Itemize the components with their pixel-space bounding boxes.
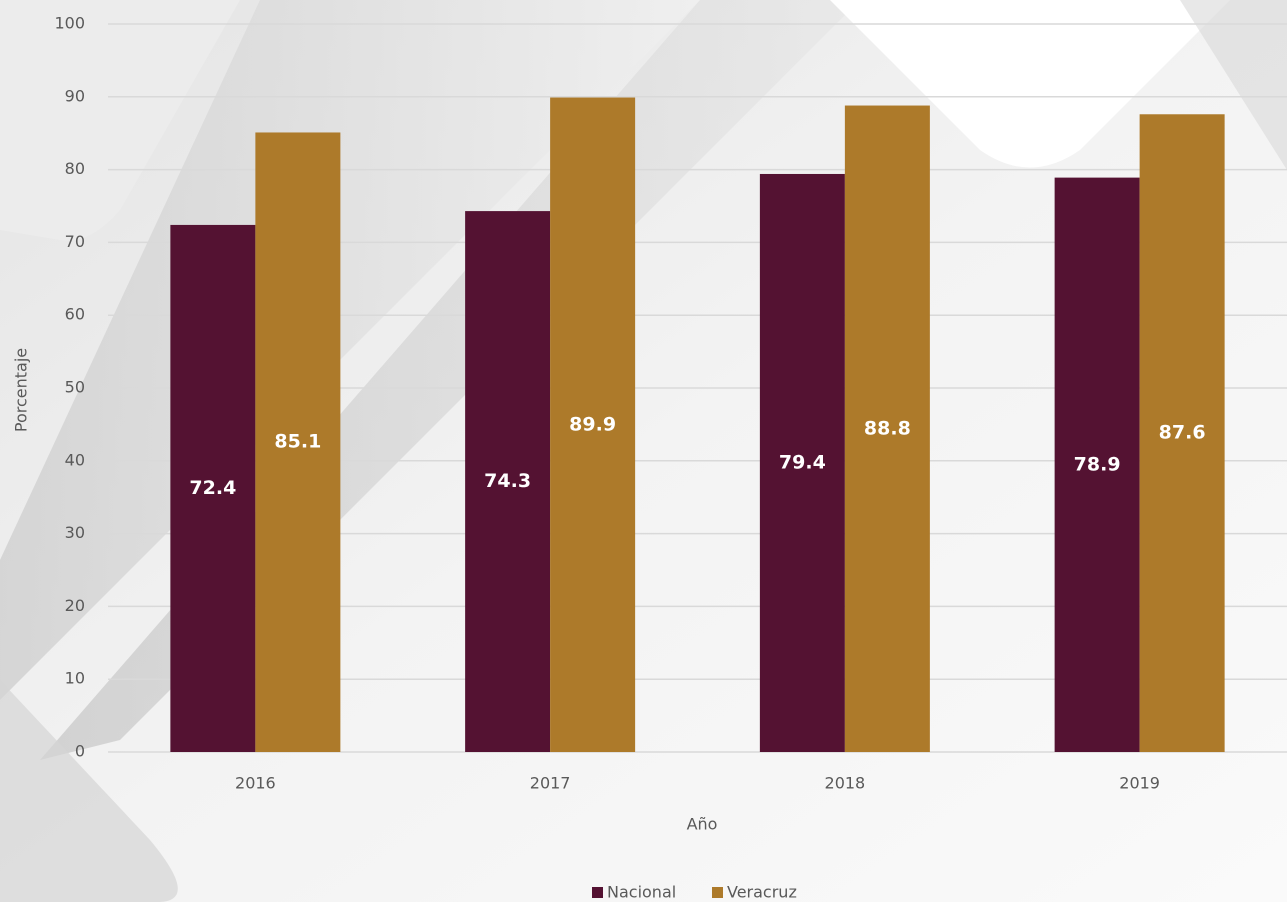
bar xyxy=(255,132,341,753)
y-tick-label: 20 xyxy=(65,596,85,615)
value-label: 89.9 xyxy=(569,413,616,435)
y-tick-label: 90 xyxy=(65,86,85,105)
value-label: 79.4 xyxy=(779,451,826,473)
bar xyxy=(550,97,636,752)
value-label: 87.6 xyxy=(1159,422,1206,444)
y-tick-label: 80 xyxy=(65,159,85,178)
value-label: 88.8 xyxy=(864,417,911,439)
legend-swatch xyxy=(592,887,603,898)
x-tick-label: 2018 xyxy=(825,774,866,793)
x-axis-title: Año xyxy=(687,815,718,834)
y-tick-label: 0 xyxy=(75,742,85,761)
x-tick-label: 2019 xyxy=(1119,774,1160,793)
bar xyxy=(844,105,930,752)
value-label: 74.3 xyxy=(484,470,531,492)
y-axis-title: Porcentaje xyxy=(12,348,31,432)
value-label: 85.1 xyxy=(274,431,321,453)
value-label: 72.4 xyxy=(189,477,236,499)
legend-label: Veracruz xyxy=(727,883,797,902)
y-tick-label: 70 xyxy=(65,232,85,251)
y-tick-label: 10 xyxy=(65,669,85,688)
y-tick-label: 40 xyxy=(65,450,85,469)
bar xyxy=(170,224,256,753)
y-tick-label: 30 xyxy=(65,523,85,542)
bar xyxy=(465,211,551,752)
legend-swatch xyxy=(712,887,723,898)
bar xyxy=(759,173,845,752)
y-tick-label: 100 xyxy=(54,14,85,33)
bar xyxy=(1139,114,1225,753)
x-tick-label: 2017 xyxy=(530,774,571,793)
legend-label: Nacional xyxy=(607,883,676,902)
bar xyxy=(1054,177,1140,752)
y-tick-label: 60 xyxy=(65,305,85,324)
x-tick-label: 2016 xyxy=(235,774,276,793)
y-tick-label: 50 xyxy=(65,378,85,397)
value-label: 78.9 xyxy=(1074,453,1121,475)
